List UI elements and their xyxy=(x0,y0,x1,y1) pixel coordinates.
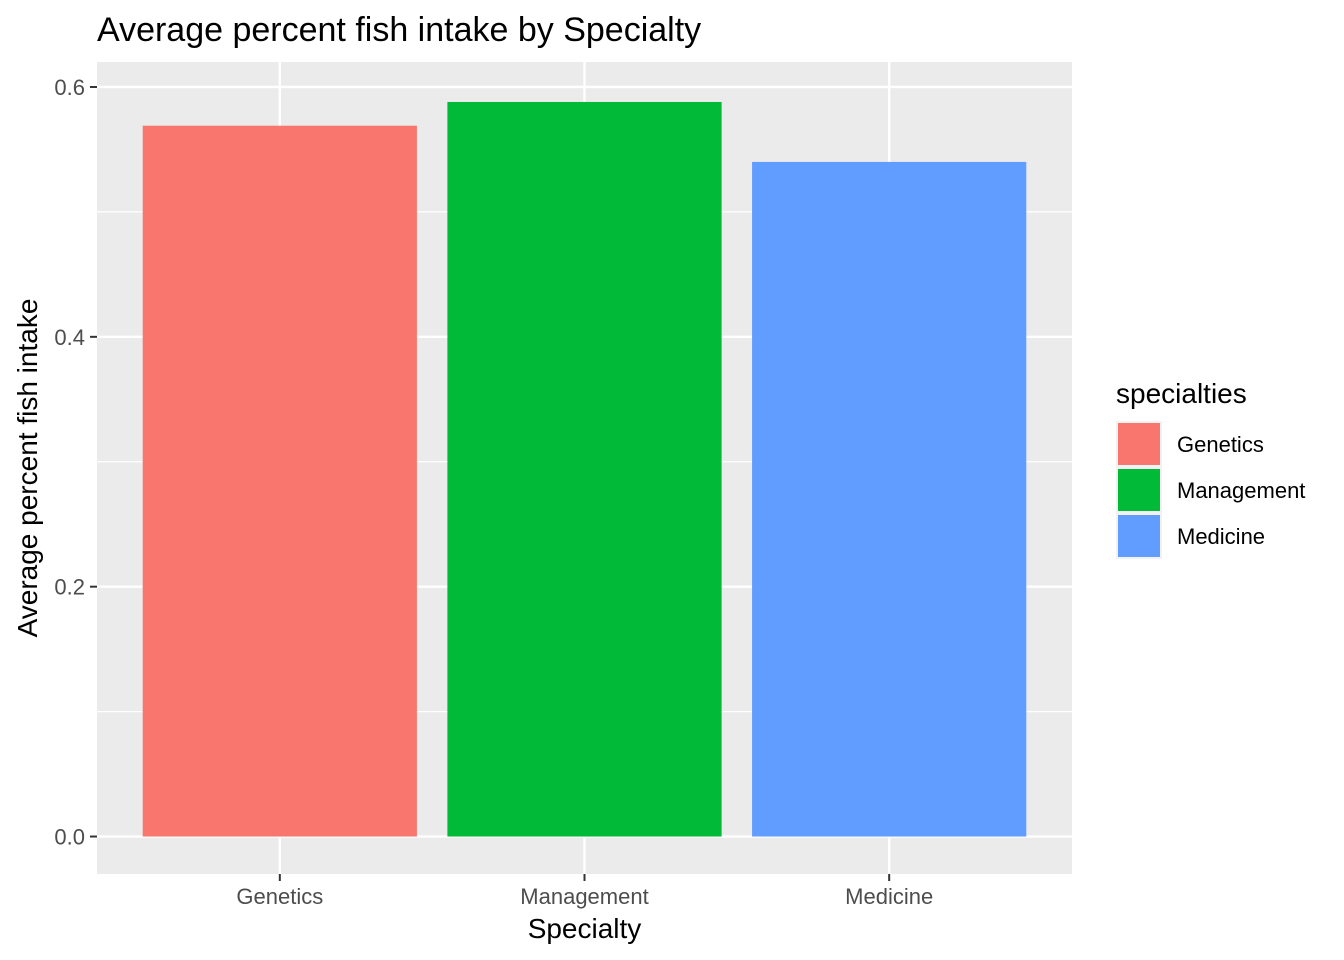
bar-medicine xyxy=(752,161,1027,837)
x-tick-label: Genetics xyxy=(236,884,323,909)
y-tick-label: 0.4 xyxy=(54,325,85,350)
x-tick-label: Medicine xyxy=(845,884,933,909)
legend-label: Medicine xyxy=(1177,524,1265,549)
legend-items: Genetics Management Medicine xyxy=(1116,421,1305,559)
y-axis: 0.0 0.2 0.4 0.6 xyxy=(54,75,97,850)
bar-genetics xyxy=(142,125,417,837)
legend-label: Management xyxy=(1177,478,1305,503)
x-axis-title: Specialty xyxy=(528,913,642,944)
bar-management xyxy=(447,101,722,837)
legend: specialties Genetics Management Medicine xyxy=(1116,378,1305,559)
y-tick-label: 0.6 xyxy=(54,75,85,100)
y-tick-label: 0.2 xyxy=(54,575,85,600)
y-tick-label: 0.0 xyxy=(54,825,85,850)
x-axis: Genetics Management Medicine xyxy=(236,874,933,909)
legend-key-medicine xyxy=(1118,515,1160,557)
legend-label: Genetics xyxy=(1177,432,1264,457)
legend-key-genetics xyxy=(1118,423,1160,465)
y-axis-title: Average percent fish intake xyxy=(12,299,43,638)
legend-title: specialties xyxy=(1116,378,1247,409)
legend-key-management xyxy=(1118,469,1160,511)
chart-title: Average percent fish intake by Specialty xyxy=(97,11,701,49)
x-tick-label: Management xyxy=(520,884,648,909)
bars xyxy=(142,101,1027,837)
